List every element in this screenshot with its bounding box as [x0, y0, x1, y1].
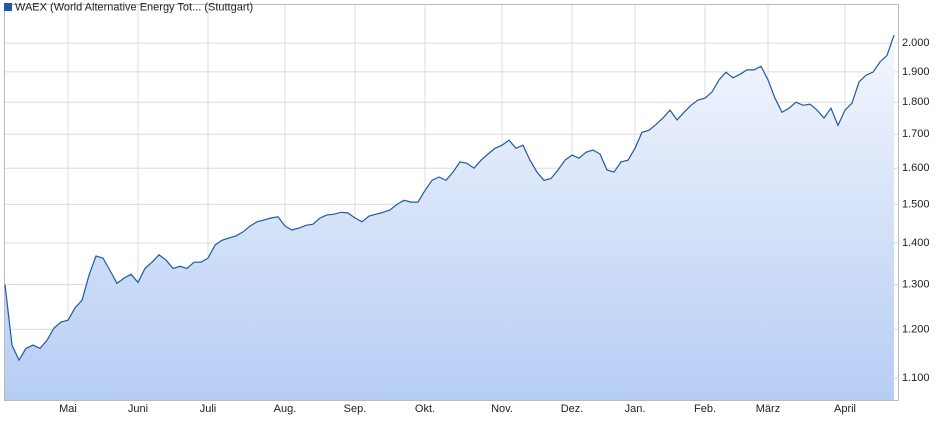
line [4, 34, 895, 362]
x-tick-label: Juni [128, 403, 148, 415]
y-tick-label: 1.200 [902, 323, 930, 335]
x-tick-label: Feb. [694, 403, 716, 415]
x-tick-label: Mai [59, 403, 77, 415]
y-tick-label: 1.900 [902, 66, 930, 78]
x-tick-label: Okt. [415, 403, 435, 415]
y-tick-label: 1.500 [902, 198, 930, 210]
legend-swatch [4, 3, 12, 11]
y-tick-label: 2.000 [902, 37, 930, 49]
y-tick-label: 1.400 [902, 237, 930, 249]
x-tick-label: Juli [200, 403, 217, 415]
x-tick-label: Jan. [625, 403, 646, 415]
y-tick-label: 1.800 [902, 96, 930, 108]
y-tick-label: 1.100 [902, 372, 930, 384]
y-tick-label: 1.700 [902, 128, 930, 140]
x-tick-label: April [834, 403, 856, 415]
area-fill [5, 35, 894, 400]
y-tick-label: 1.300 [902, 278, 930, 290]
legend-label: WAEX (World Alternative Energy Tot... (S… [15, 1, 253, 13]
y-tick-label: 1.600 [902, 162, 930, 174]
x-tick-label: Aug. [274, 403, 297, 415]
x-tick-label: Sep. [344, 403, 367, 415]
x-tick-label: Dez. [561, 403, 584, 415]
x-tick-label: März [756, 403, 780, 415]
x-tick-label: Nov. [491, 403, 513, 415]
